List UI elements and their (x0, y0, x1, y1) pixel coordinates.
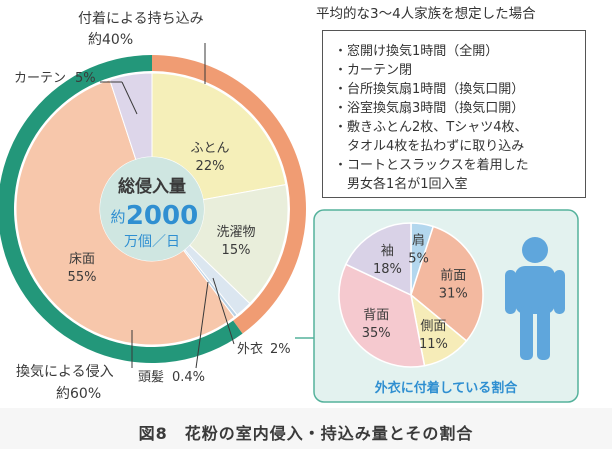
center-unit: 万個／日 (124, 234, 180, 250)
clothing-slice-label-3: 背面 (363, 308, 389, 323)
center-title: 総侵入量 (118, 176, 186, 197)
outer-value-carried: 約40% (88, 32, 133, 48)
clothing-slice-1 (410, 225, 484, 342)
callout-line-hair (195, 281, 209, 369)
condition-item: ・カーテン閉 (334, 63, 413, 78)
clothing-slice-value-3: 35% (362, 326, 391, 341)
inner-value-laundry: 15% (222, 243, 251, 258)
clothing-slice-value-1: 31% (439, 287, 468, 302)
clothing-slice-3 (338, 263, 426, 368)
inner-value-curtain: 5% (75, 71, 96, 86)
clothing-slice-label-4: 袖 (381, 244, 394, 259)
clothing-slice-label-1: 前面 (440, 268, 466, 284)
inner-label-laundry: 洗濯物 (216, 225, 255, 240)
inner-label-curtain: カーテン (14, 71, 66, 86)
condition-item: ・窓開け換気1時間（全開） (334, 44, 499, 59)
inner-label-floor: 床面 (69, 252, 95, 267)
center-disc (100, 157, 204, 261)
center-prefix: 約 (110, 208, 125, 226)
inner-value-outerwear: 2% (270, 342, 291, 357)
inner-label-futon: ふとん (190, 141, 229, 156)
outer-ring-slice-0 (152, 55, 306, 334)
clothing-pie-labels: 肩 5% 前面 31% 側面 11% 背面 35% 袖 18% (362, 233, 468, 352)
outer-label-carried: 付着による持ち込み (78, 11, 204, 27)
clothing-slice-value-0: 5% (408, 252, 429, 267)
condition-item: ・敷きふとん2枚、Tシャツ4枚、 (334, 120, 528, 135)
callout-line-outerwear (212, 277, 235, 345)
conditions-list: ・窓開け換気1時間（全開） ・カーテン閉 ・台所換気扇1時間（換気口開） ・浴室… (334, 42, 529, 194)
clothing-pie-title: 外衣に付着している割合 (374, 380, 519, 396)
inner-value-hair: 0.4% (172, 370, 205, 385)
outer-value-vent: 約60% (56, 386, 101, 402)
clothing-slice-value-4: 18% (373, 262, 402, 277)
condition-item: ・コートとスラックスを着用した (334, 158, 529, 173)
inner-value-futon: 22% (196, 159, 225, 174)
outer-ring-slice-1 (0, 55, 243, 363)
inner-ring (15, 72, 289, 346)
inner-value-floor: 55% (68, 270, 97, 285)
conditions-title: 平均的な3～4人家族を想定した場合 (316, 6, 536, 22)
clothing-pie (338, 222, 484, 368)
clothing-slice-value-2: 11% (419, 337, 448, 352)
condition-item: ・台所換気扇1時間（換気口開） (334, 82, 525, 97)
caption-background (0, 408, 612, 449)
clothing-slice-4 (344, 222, 412, 297)
condition-item: タオル4枚を払わずに取り込み (334, 139, 525, 154)
callout-line-curtain-2 (121, 81, 138, 115)
inner-label-hair: 頭髪 (138, 370, 164, 385)
person-icon (505, 237, 565, 360)
condition-item: ・浴室換気扇3時間（換気口開） (334, 101, 525, 116)
clothing-slice-label-0: 肩 (412, 233, 425, 249)
figure-caption: 図8 花粉の室内侵入・持込み量とその割合 (138, 424, 474, 443)
condition-item: 男女各1名が1回入室 (334, 177, 468, 192)
clothing-slice-label-2: 側面 (420, 319, 446, 334)
outer-label-vent: 換気による侵入 (16, 363, 114, 380)
conditions-box (322, 30, 586, 198)
outer-ring (0, 55, 306, 363)
center-value: 2000 (126, 201, 198, 231)
inner-label-outerwear: 外衣 (237, 341, 263, 357)
